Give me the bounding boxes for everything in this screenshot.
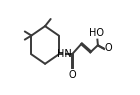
Text: HO: HO xyxy=(89,28,104,38)
Text: O: O xyxy=(69,70,76,80)
Text: HN: HN xyxy=(57,49,72,59)
Text: O: O xyxy=(105,43,112,53)
